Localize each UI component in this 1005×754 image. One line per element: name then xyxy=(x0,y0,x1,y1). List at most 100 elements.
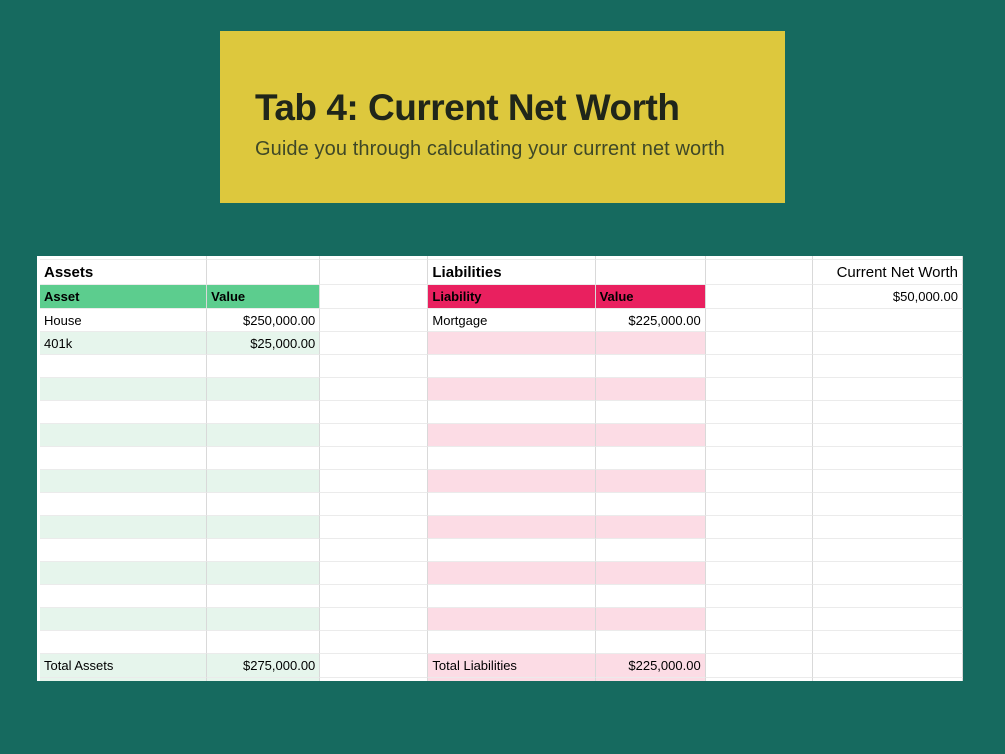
total-assets-value[interactable]: $275,000.00 xyxy=(207,654,321,678)
spacer-cell[interactable] xyxy=(705,470,813,493)
liability-value-cell[interactable] xyxy=(595,332,706,355)
asset-name-cell[interactable] xyxy=(40,631,208,654)
spacer-cell[interactable] xyxy=(320,447,429,470)
liability-name-cell[interactable] xyxy=(428,608,596,631)
liability-name-cell[interactable] xyxy=(428,585,596,608)
liability-name-cell[interactable] xyxy=(428,539,596,562)
asset-name-cell[interactable] xyxy=(40,355,208,378)
asset-value-cell[interactable] xyxy=(207,585,321,608)
asset-value-cell[interactable] xyxy=(207,493,321,516)
spacer-cell[interactable] xyxy=(320,309,429,332)
spacer-cell[interactable] xyxy=(705,585,813,608)
spacer-cell[interactable] xyxy=(320,493,429,516)
spacer-cell[interactable] xyxy=(705,378,813,401)
liability-value-cell[interactable] xyxy=(595,378,706,401)
liability-value-cell[interactable]: $225,000.00 xyxy=(595,309,706,332)
spacer-cell[interactable] xyxy=(320,608,429,631)
asset-value-cell[interactable] xyxy=(207,608,321,631)
spacer-cell[interactable] xyxy=(320,585,429,608)
assets-section-title[interactable]: Assets xyxy=(40,260,208,285)
networth-column-cell[interactable] xyxy=(812,493,963,516)
empty-cell[interactable] xyxy=(812,654,963,678)
spacer-cell[interactable] xyxy=(320,631,429,654)
asset-value-cell[interactable]: $25,000.00 xyxy=(207,332,321,355)
spacer-cell[interactable] xyxy=(320,654,429,678)
liability-value-cell[interactable] xyxy=(595,516,706,539)
spacer-cell[interactable] xyxy=(705,355,813,378)
asset-name-cell[interactable] xyxy=(40,401,208,424)
networth-value[interactable]: $50,000.00 xyxy=(812,285,963,309)
liability-name-cell[interactable] xyxy=(428,378,596,401)
spacer-cell[interactable] xyxy=(705,539,813,562)
asset-value-cell[interactable] xyxy=(207,378,321,401)
liability-value-cell[interactable] xyxy=(595,539,706,562)
asset-name-cell[interactable] xyxy=(40,493,208,516)
liability-name-cell[interactable] xyxy=(428,355,596,378)
networth-column-cell[interactable] xyxy=(812,309,963,332)
spacer-cell[interactable] xyxy=(705,516,813,539)
liability-value-cell[interactable] xyxy=(595,424,706,447)
asset-name-cell[interactable] xyxy=(40,585,208,608)
networth-column-cell[interactable] xyxy=(812,378,963,401)
spacer-cell[interactable] xyxy=(705,285,813,309)
networth-column-cell[interactable] xyxy=(812,539,963,562)
asset-column-header[interactable]: Asset xyxy=(40,285,208,309)
asset-value-cell[interactable] xyxy=(207,447,321,470)
liability-value-column-header[interactable]: Value xyxy=(595,285,706,309)
asset-value-cell[interactable] xyxy=(207,516,321,539)
spacer-cell[interactable] xyxy=(705,401,813,424)
spacer-cell[interactable] xyxy=(705,447,813,470)
liability-value-cell[interactable] xyxy=(595,631,706,654)
spacer-cell[interactable] xyxy=(705,260,813,285)
liabilities-section-title[interactable]: Liabilities xyxy=(428,260,596,285)
asset-value-cell[interactable] xyxy=(207,401,321,424)
networth-column-cell[interactable] xyxy=(812,585,963,608)
empty-cell[interactable] xyxy=(595,260,706,285)
asset-name-cell[interactable]: 401k xyxy=(40,332,208,355)
asset-name-cell[interactable] xyxy=(40,539,208,562)
spacer-cell[interactable] xyxy=(320,516,429,539)
networth-label[interactable]: Current Net Worth xyxy=(812,260,963,285)
networth-column-cell[interactable] xyxy=(812,470,963,493)
asset-name-cell[interactable] xyxy=(40,424,208,447)
networth-column-cell[interactable] xyxy=(812,562,963,585)
spacer-cell[interactable] xyxy=(320,470,429,493)
asset-name-cell[interactable]: House xyxy=(40,309,208,332)
networth-column-cell[interactable] xyxy=(812,355,963,378)
liability-value-cell[interactable] xyxy=(595,447,706,470)
liability-name-cell[interactable] xyxy=(428,332,596,355)
spacer-cell[interactable] xyxy=(705,608,813,631)
networth-column-cell[interactable] xyxy=(812,631,963,654)
spacer-cell[interactable] xyxy=(320,355,429,378)
asset-value-cell[interactable] xyxy=(207,539,321,562)
spacer-cell[interactable] xyxy=(705,309,813,332)
liability-value-cell[interactable] xyxy=(595,608,706,631)
liability-column-header[interactable]: Liability xyxy=(428,285,596,309)
spacer-cell[interactable] xyxy=(320,539,429,562)
liability-name-cell[interactable] xyxy=(428,470,596,493)
spacer-cell[interactable] xyxy=(320,332,429,355)
liability-name-cell[interactable] xyxy=(428,631,596,654)
spacer-cell[interactable] xyxy=(705,631,813,654)
total-liabilities-value[interactable]: $225,000.00 xyxy=(595,654,706,678)
networth-column-cell[interactable] xyxy=(812,516,963,539)
spacer-cell[interactable] xyxy=(705,654,813,678)
liability-value-cell[interactable] xyxy=(595,585,706,608)
spacer-cell[interactable] xyxy=(320,260,429,285)
liability-name-cell[interactable] xyxy=(428,562,596,585)
liability-value-cell[interactable] xyxy=(595,401,706,424)
asset-name-cell[interactable] xyxy=(40,608,208,631)
networth-column-cell[interactable] xyxy=(812,447,963,470)
networth-column-cell[interactable] xyxy=(812,401,963,424)
spacer-cell[interactable] xyxy=(705,332,813,355)
empty-cell[interactable] xyxy=(207,260,321,285)
liability-name-cell[interactable] xyxy=(428,516,596,539)
spacer-cell[interactable] xyxy=(320,424,429,447)
liability-name-cell[interactable]: Mortgage xyxy=(428,309,596,332)
liability-name-cell[interactable] xyxy=(428,401,596,424)
liability-value-cell[interactable] xyxy=(595,562,706,585)
asset-value-cell[interactable] xyxy=(207,631,321,654)
asset-value-cell[interactable] xyxy=(207,562,321,585)
liability-value-cell[interactable] xyxy=(595,493,706,516)
spacer-cell[interactable] xyxy=(320,378,429,401)
